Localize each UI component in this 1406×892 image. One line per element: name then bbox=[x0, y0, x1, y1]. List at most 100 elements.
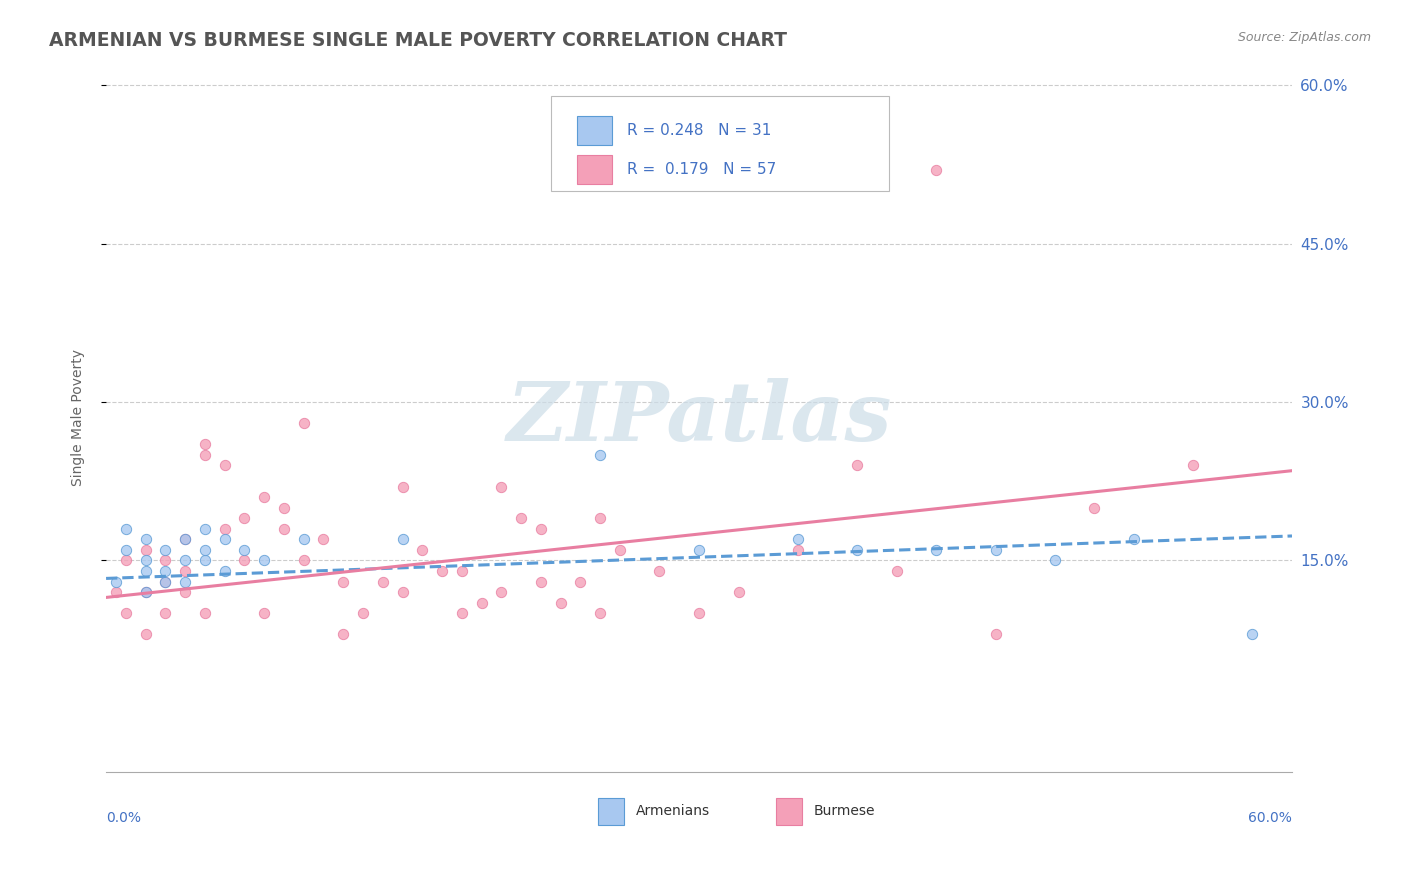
Point bbox=[589, 607, 612, 621]
Point bbox=[1122, 533, 1144, 547]
Point bbox=[569, 574, 592, 589]
Point bbox=[984, 627, 1007, 641]
Point bbox=[135, 564, 157, 578]
Point bbox=[352, 607, 374, 621]
Point bbox=[194, 553, 217, 567]
Point bbox=[471, 596, 494, 610]
Point bbox=[846, 458, 869, 473]
Point bbox=[174, 553, 197, 567]
Point bbox=[115, 522, 138, 536]
Point bbox=[450, 607, 472, 621]
Point bbox=[292, 416, 315, 430]
Point bbox=[115, 553, 138, 567]
Point bbox=[155, 553, 177, 567]
Point bbox=[174, 533, 197, 547]
Point bbox=[135, 627, 157, 641]
Point bbox=[530, 574, 553, 589]
Point bbox=[135, 585, 157, 599]
Point bbox=[155, 574, 177, 589]
Text: Armenians: Armenians bbox=[636, 805, 710, 818]
Point bbox=[135, 553, 157, 567]
Point bbox=[155, 564, 177, 578]
Point bbox=[174, 533, 197, 547]
Point bbox=[174, 574, 197, 589]
Point bbox=[1083, 500, 1105, 515]
Point bbox=[430, 564, 453, 578]
Point bbox=[194, 607, 217, 621]
Point bbox=[273, 522, 295, 536]
Point bbox=[135, 533, 157, 547]
Point bbox=[450, 564, 472, 578]
Bar bbox=[576, 154, 613, 185]
Point bbox=[194, 437, 217, 451]
FancyBboxPatch shape bbox=[551, 96, 889, 192]
Bar bbox=[598, 797, 624, 825]
Point bbox=[688, 607, 710, 621]
Text: R =  0.179   N = 57: R = 0.179 N = 57 bbox=[627, 162, 776, 177]
Point bbox=[155, 574, 177, 589]
Point bbox=[174, 564, 197, 578]
Point bbox=[214, 522, 236, 536]
Point bbox=[550, 596, 572, 610]
Text: Burmese: Burmese bbox=[814, 805, 876, 818]
Point bbox=[155, 607, 177, 621]
Point bbox=[214, 564, 236, 578]
Point bbox=[312, 533, 335, 547]
Point bbox=[233, 553, 256, 567]
Point bbox=[886, 564, 908, 578]
Point bbox=[253, 553, 276, 567]
Point bbox=[925, 162, 948, 177]
Point bbox=[292, 553, 315, 567]
Point bbox=[530, 522, 553, 536]
Point bbox=[115, 607, 138, 621]
Point bbox=[984, 542, 1007, 557]
Point bbox=[214, 458, 236, 473]
Point bbox=[174, 585, 197, 599]
Point bbox=[589, 448, 612, 462]
Text: 0.0%: 0.0% bbox=[105, 811, 141, 824]
Y-axis label: Single Male Poverty: Single Male Poverty bbox=[72, 350, 86, 486]
Point bbox=[332, 627, 354, 641]
Point bbox=[104, 574, 127, 589]
Point bbox=[786, 533, 808, 547]
Point bbox=[391, 479, 413, 493]
Point bbox=[648, 564, 671, 578]
Text: 60.0%: 60.0% bbox=[1249, 811, 1292, 824]
Point bbox=[1241, 627, 1264, 641]
Point bbox=[491, 479, 513, 493]
Text: Source: ZipAtlas.com: Source: ZipAtlas.com bbox=[1237, 31, 1371, 45]
Text: ARMENIAN VS BURMESE SINGLE MALE POVERTY CORRELATION CHART: ARMENIAN VS BURMESE SINGLE MALE POVERTY … bbox=[49, 31, 787, 50]
Point bbox=[135, 585, 157, 599]
Point bbox=[925, 542, 948, 557]
Point bbox=[253, 607, 276, 621]
Point bbox=[688, 542, 710, 557]
Point bbox=[491, 585, 513, 599]
Point bbox=[846, 542, 869, 557]
Bar bbox=[576, 116, 613, 145]
Point bbox=[510, 511, 533, 525]
Point bbox=[135, 542, 157, 557]
Point bbox=[292, 533, 315, 547]
Bar bbox=[776, 797, 803, 825]
Point bbox=[1182, 458, 1205, 473]
Point bbox=[391, 585, 413, 599]
Point bbox=[589, 511, 612, 525]
Point bbox=[786, 542, 808, 557]
Point bbox=[233, 542, 256, 557]
Point bbox=[194, 542, 217, 557]
Point bbox=[194, 522, 217, 536]
Point bbox=[371, 574, 394, 589]
Point bbox=[233, 511, 256, 525]
Point bbox=[194, 448, 217, 462]
Point bbox=[214, 533, 236, 547]
Point bbox=[609, 542, 631, 557]
Point bbox=[104, 585, 127, 599]
Point bbox=[115, 542, 138, 557]
Point bbox=[391, 533, 413, 547]
Text: R = 0.248   N = 31: R = 0.248 N = 31 bbox=[627, 123, 770, 138]
Point bbox=[411, 542, 433, 557]
Point bbox=[273, 500, 295, 515]
Point bbox=[253, 490, 276, 504]
Text: ZIPatlas: ZIPatlas bbox=[506, 378, 891, 458]
Point bbox=[155, 542, 177, 557]
